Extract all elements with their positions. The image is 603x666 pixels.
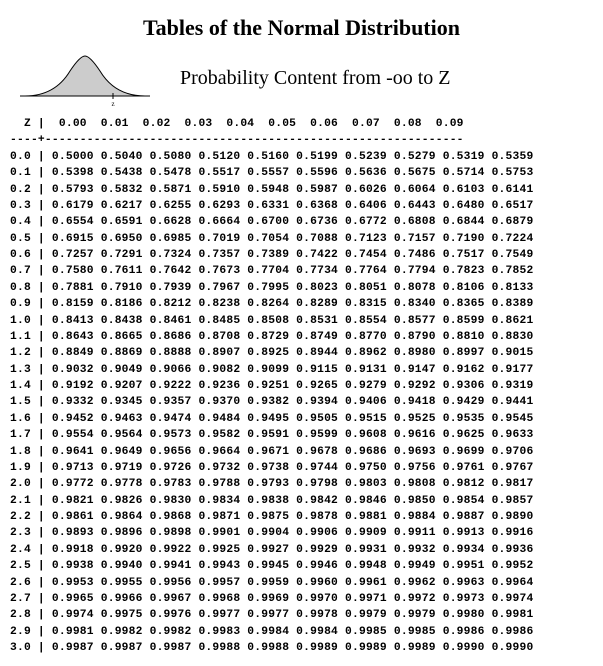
normal-curve-icon: z (20, 51, 150, 106)
svg-text:z: z (111, 100, 114, 106)
header-row: z Probability Content from -oo to Z (20, 51, 593, 106)
subtitle: Probability Content from -oo to Z (180, 67, 451, 90)
page-title: Tables of the Normal Distribution (10, 15, 593, 41)
z-table: Z | 0.00 0.01 0.02 0.03 0.04 0.05 0.06 0… (10, 116, 593, 656)
